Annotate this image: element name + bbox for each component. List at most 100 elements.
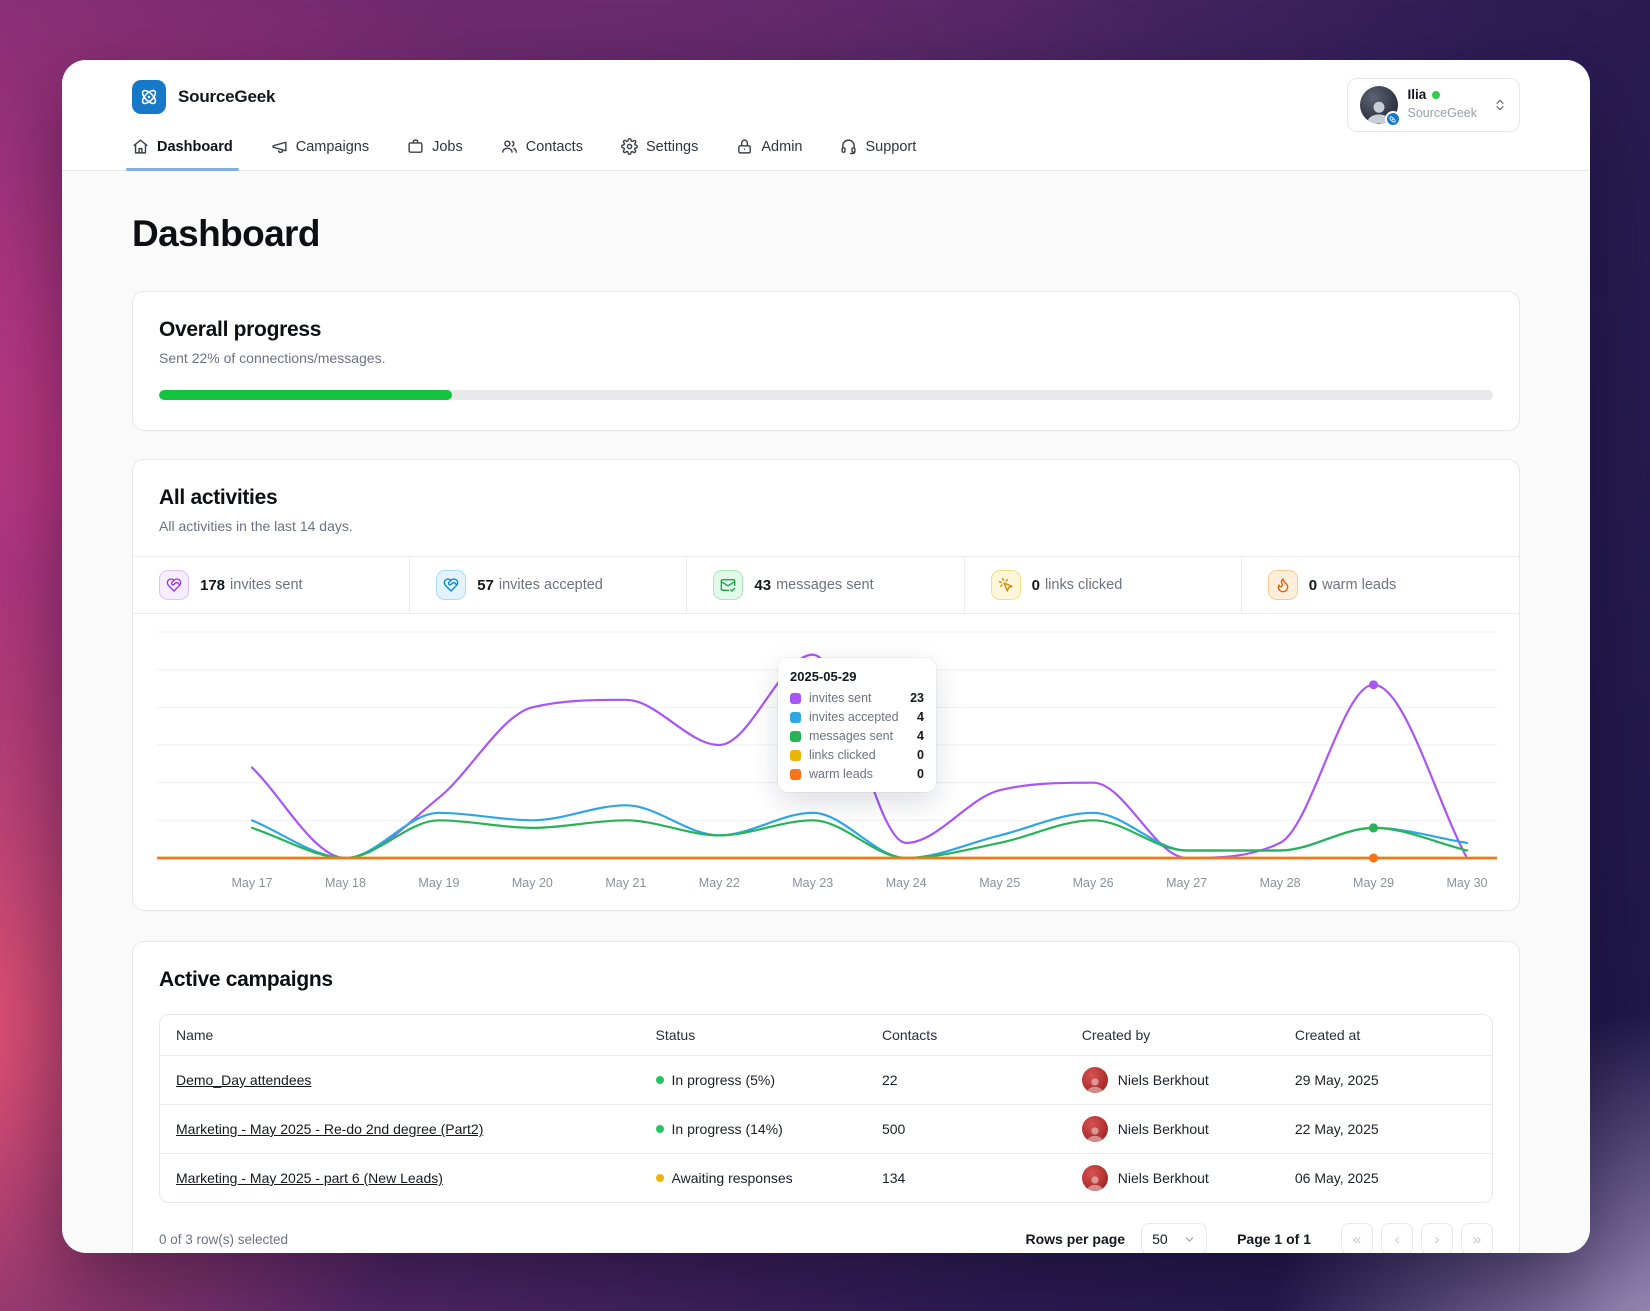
- tooltip-label: links clicked: [809, 748, 876, 762]
- user-name: Ilia: [1407, 86, 1427, 102]
- contacts-count: 22: [865, 1055, 1066, 1105]
- x-axis-label: May 20: [511, 876, 553, 890]
- stat-value: 43: [754, 576, 772, 594]
- contacts-count: 134: [865, 1153, 1066, 1202]
- table-row[interactable]: Marketing - May 2025 - part 6 (New Leads…: [160, 1153, 1492, 1202]
- x-axis-label: May 23: [792, 876, 834, 890]
- chart-tooltip: 2025-05-29 invites sent 23 invites accep…: [778, 658, 936, 792]
- stat-invites-sent: 178 invites sent: [133, 557, 411, 613]
- nav-label: Dashboard: [157, 138, 233, 155]
- stat-invites-accepted: 57 invites accepted: [410, 557, 688, 613]
- mail-check-icon: [713, 570, 744, 600]
- nav-label: Campaigns: [295, 138, 370, 155]
- heart-handshake-icon: [436, 570, 467, 600]
- avatar: [1359, 86, 1401, 127]
- created-at-date: 06 May, 2025: [1278, 1153, 1492, 1202]
- activity-chart: May 17 May 18 May 19 May 20 May 21 May 22 May …: [133, 614, 1519, 910]
- tooltip-value: 0: [917, 748, 924, 762]
- nav-item-support[interactable]: Support: [840, 138, 916, 170]
- activities-subtitle: All activities in the last 14 days.: [159, 518, 353, 534]
- main-content: Dashboard Overall progress Sent 22% of c…: [62, 171, 1590, 1253]
- campaign-link[interactable]: Marketing - May 2025 - Re-do 2nd degree …: [176, 1121, 484, 1137]
- x-axis-label: May 25: [979, 876, 1021, 890]
- nav-label: Admin: [761, 138, 803, 155]
- x-axis-label: May 19: [418, 876, 460, 890]
- status-dot: [655, 1076, 664, 1084]
- rows-per-page-label: Rows per page: [1025, 1231, 1126, 1247]
- user-org: SourceGeek: [1407, 106, 1477, 121]
- tooltip-row: invites accepted 4: [790, 710, 924, 724]
- created-at-date: 29 May, 2025: [1278, 1055, 1492, 1105]
- nav-label: Support: [865, 138, 917, 155]
- first-page-button[interactable]: «: [1341, 1223, 1373, 1253]
- stat-messages-sent: 43 messages sent: [687, 557, 965, 613]
- nav-item-jobs[interactable]: Jobs: [407, 138, 463, 170]
- table-row[interactable]: Demo_Day attendees In progress (5%) 22 N…: [160, 1055, 1492, 1105]
- campaign-link[interactable]: Marketing - May 2025 - part 6 (New Leads…: [176, 1170, 443, 1186]
- stat-label: invites accepted: [498, 577, 603, 593]
- x-axis-label: May 29: [1353, 876, 1395, 890]
- x-axis-label: May 21: [605, 876, 647, 890]
- nav-item-admin[interactable]: Admin: [736, 138, 802, 170]
- nav-item-dashboard[interactable]: Dashboard: [126, 138, 239, 171]
- app-header: SourceGeek Dashboard Campaigns Jobs Cont…: [62, 60, 1590, 171]
- activities-title: All activities: [159, 486, 278, 509]
- tooltip-value: 0: [917, 767, 924, 781]
- series-swatch: [790, 768, 801, 780]
- mouse-pointer-click-icon: [990, 570, 1021, 600]
- tooltip-label: messages sent: [809, 729, 894, 743]
- stat-label: links clicked: [1044, 577, 1123, 593]
- tooltip-value: 23: [910, 691, 924, 705]
- column-header-name: Name: [160, 1015, 640, 1056]
- lock-icon: [738, 139, 752, 154]
- series-swatch: [790, 749, 801, 761]
- progress-bar-fill: [159, 390, 453, 400]
- page-title: Dashboard: [132, 213, 320, 254]
- overall-progress-subtitle: Sent 22% of connections/messages.: [159, 350, 386, 366]
- series-swatch: [790, 711, 801, 723]
- nav-item-campaigns[interactable]: Campaigns: [271, 138, 369, 170]
- tooltip-value: 4: [917, 729, 924, 743]
- column-header-created-by: Created by: [1065, 1015, 1279, 1056]
- tooltip-label: warm leads: [809, 767, 873, 781]
- stat-value: 178: [200, 576, 226, 594]
- next-page-button[interactable]: ›: [1421, 1223, 1453, 1253]
- avatar: [1081, 1116, 1108, 1142]
- overall-progress-card: Overall progress Sent 22% of connections…: [132, 291, 1520, 431]
- nav-item-contacts[interactable]: Contacts: [501, 138, 583, 170]
- tooltip-row: messages sent 4: [790, 729, 924, 743]
- rows-selected-text: 0 of 3 row(s) selected: [159, 1231, 289, 1247]
- tooltip-date: 2025-05-29: [790, 669, 857, 684]
- flame-icon: [1267, 570, 1298, 600]
- tooltip-label: invites sent: [809, 691, 872, 705]
- status-badge: Awaiting responses: [671, 1170, 793, 1186]
- brand[interactable]: SourceGeek: [132, 80, 1520, 114]
- status-dot: [655, 1125, 664, 1133]
- rows-per-page-select[interactable]: 50: [1141, 1223, 1208, 1253]
- created-by-name: Niels Berkhout: [1117, 1121, 1209, 1137]
- users-icon: [501, 140, 517, 153]
- stat-links-clicked: 0 links clicked: [965, 557, 1242, 613]
- table-row[interactable]: Marketing - May 2025 - Re-do 2nd degree …: [160, 1104, 1492, 1154]
- nav-label: Settings: [645, 138, 699, 155]
- tooltip-label: invites accepted: [809, 710, 899, 724]
- avatar: [1081, 1165, 1108, 1191]
- status-dot: [655, 1174, 664, 1182]
- series-swatch: [790, 692, 801, 704]
- all-activities-card: All activities All activities in the las…: [132, 459, 1520, 911]
- nav-label: Jobs: [432, 138, 463, 155]
- last-page-button[interactable]: »: [1461, 1223, 1493, 1253]
- prev-page-button[interactable]: ‹: [1381, 1223, 1413, 1253]
- nav-label: Contacts: [525, 138, 583, 155]
- activity-stats-row: 178 invites sent 57 invites accepted 43 …: [133, 556, 1519, 614]
- campaign-link[interactable]: Demo_Day attendees: [176, 1072, 312, 1088]
- megaphone-icon: [272, 141, 287, 154]
- briefcase-icon: [408, 139, 423, 153]
- app-window: SourceGeek Dashboard Campaigns Jobs Cont…: [62, 60, 1590, 1253]
- nav-item-settings[interactable]: Settings: [621, 138, 698, 170]
- status-badge: In progress (14%): [671, 1121, 783, 1137]
- pagination: « ‹ › »: [1341, 1223, 1493, 1253]
- user-menu-trigger[interactable]: Ilia SourceGeek: [1346, 78, 1520, 132]
- stat-value: 0: [1031, 576, 1040, 594]
- rows-per-page-value: 50: [1152, 1231, 1168, 1247]
